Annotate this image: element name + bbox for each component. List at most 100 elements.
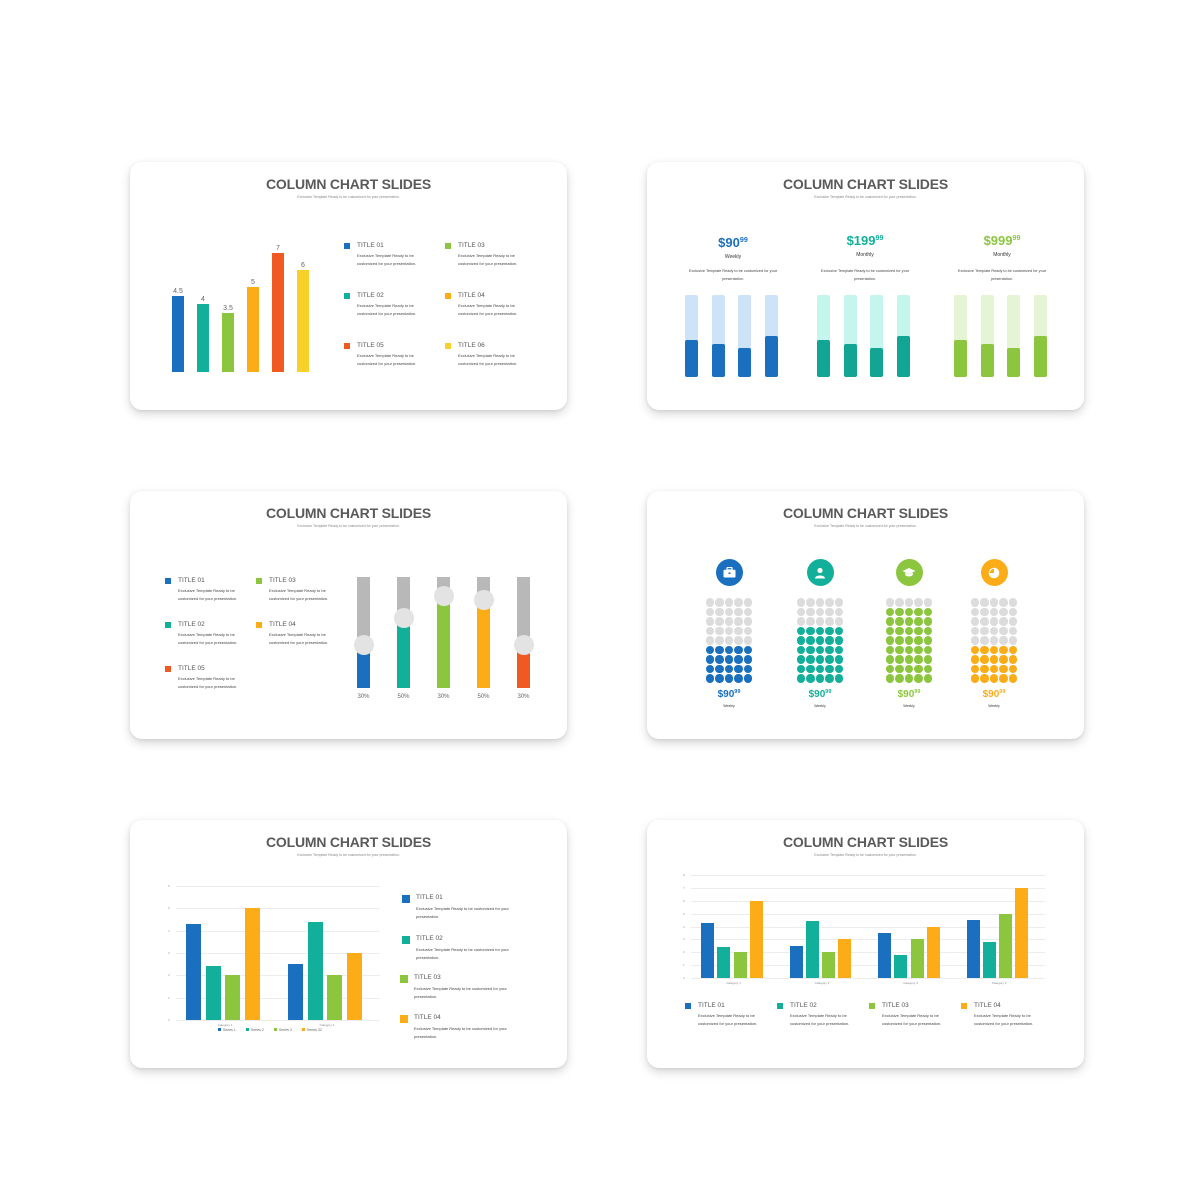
legend-item: TITLE 01 Exclusive Template Ready to be c… xyxy=(402,894,516,924)
plan-description: Exclusive Template Ready to be customize… xyxy=(688,269,778,281)
slider-knob[interactable] xyxy=(393,608,414,629)
legend-description: Exclusive Template Ready to be customize… xyxy=(269,588,329,601)
slide-title: COLUMN CHART SLIDES xyxy=(783,505,948,521)
column-fill xyxy=(685,340,698,377)
legend-item: TITLE 02 Exclusive Template Ready to be c… xyxy=(165,621,239,651)
chart-bar xyxy=(244,908,260,1020)
dot-empty xyxy=(980,636,989,645)
plan-price: $99999 xyxy=(952,233,1052,248)
price-amount: $999 xyxy=(983,233,1013,248)
dot-filled xyxy=(815,626,824,635)
dot-filled xyxy=(980,645,989,654)
y-tick-label: 3 xyxy=(683,937,685,942)
dot-filled xyxy=(923,626,932,635)
legend-description: Exclusive Template Ready to be customize… xyxy=(790,1013,850,1026)
column-track xyxy=(711,295,725,377)
dot-filled xyxy=(970,655,979,664)
dot-filled xyxy=(914,626,923,635)
period-label: Weekly xyxy=(988,704,1000,708)
chart-bar xyxy=(749,900,763,978)
legend-title: TITLE 06 xyxy=(458,342,485,349)
dot-empty xyxy=(980,626,989,635)
dot-empty xyxy=(989,598,998,607)
chart-bar xyxy=(966,920,980,978)
legend: TITLE 01 Exclusive Template Ready to be c… xyxy=(685,1002,1065,1042)
dot-filled xyxy=(1008,655,1017,664)
legend-item: TITLE 01 Exclusive Template Ready to be c… xyxy=(165,577,239,607)
dot-empty xyxy=(796,617,805,626)
slider-knob[interactable] xyxy=(353,634,374,655)
dot-column xyxy=(885,598,934,684)
price-cents: 99 xyxy=(1012,233,1021,242)
slider-knob[interactable] xyxy=(513,634,534,655)
dot-filled xyxy=(705,645,714,654)
dot-empty xyxy=(895,598,904,607)
dot-filled xyxy=(743,645,752,654)
dot-filled xyxy=(885,645,894,654)
dot-filled xyxy=(834,636,843,645)
legend-description: Exclusive Template Ready to be customize… xyxy=(357,253,417,266)
chart-bar xyxy=(327,975,342,1020)
dot-empty xyxy=(815,617,824,626)
dot-filled xyxy=(923,655,932,664)
dot-empty xyxy=(815,598,824,607)
dot-empty xyxy=(724,626,733,635)
legend-item: TITLE 02 Exclusive Template Ready to be c… xyxy=(402,935,516,965)
legend-item: TITLE 06 Exclusive Template Ready to be c… xyxy=(445,342,529,372)
dot-filled xyxy=(989,645,998,654)
price-amount: $90 xyxy=(717,689,735,700)
dot-filled xyxy=(834,626,843,635)
dot-empty xyxy=(834,598,843,607)
period-label: Weekly xyxy=(814,704,826,708)
dot-empty xyxy=(705,626,714,635)
price-label: $9099 xyxy=(699,689,759,700)
dot-empty xyxy=(705,636,714,645)
gridline xyxy=(176,997,380,999)
legend-item: TITLE 02 Exclusive Template Ready to be c… xyxy=(777,1002,853,1032)
dot-empty xyxy=(734,607,743,616)
chart-bar xyxy=(186,923,201,1020)
dot-filled xyxy=(806,664,815,673)
legend-item: TITLE 03 Exclusive Template Ready to be c… xyxy=(400,974,514,1004)
legend-title: TITLE 01 xyxy=(698,1002,725,1009)
dot-filled xyxy=(914,664,923,673)
legend-description: Exclusive Template Ready to be customize… xyxy=(357,303,417,316)
dot-filled xyxy=(834,655,843,664)
dot-filled xyxy=(885,607,894,616)
category-label: Category 2 xyxy=(814,981,830,985)
slide-4-dot-columns[interactable]: COLUMN CHART SLIDES Exclusive Template R… xyxy=(647,491,1084,739)
dot-empty xyxy=(724,607,733,616)
dot-filled xyxy=(834,645,843,654)
dot-filled xyxy=(999,674,1008,683)
dot-empty xyxy=(825,607,834,616)
legend-swatch xyxy=(777,1003,783,1009)
legend-title: TITLE 01 xyxy=(416,894,443,901)
dot-empty xyxy=(923,598,932,607)
y-tick-label: 6 xyxy=(168,884,170,888)
slide-5-clustered-columns[interactable]: COLUMN CHART SLIDES Exclusive Template R… xyxy=(130,820,567,1068)
slide-6-clustered-columns[interactable]: COLUMN CHART SLIDES Exclusive Template R… xyxy=(647,820,1084,1068)
legend-title: TITLE 04 xyxy=(269,621,296,628)
dot-empty xyxy=(914,598,923,607)
column-fill xyxy=(843,344,857,377)
slide-2-pricing-columns[interactable]: COLUMN CHART SLIDES Exclusive Template R… xyxy=(647,162,1084,410)
dot-empty xyxy=(1008,598,1017,607)
dot-filled xyxy=(885,626,894,635)
dot-filled xyxy=(815,645,824,654)
slider-knob[interactable] xyxy=(433,585,454,606)
price-cents: 99 xyxy=(825,688,832,695)
series-swatch xyxy=(246,1028,249,1031)
dot-empty xyxy=(734,598,743,607)
slider-knob[interactable] xyxy=(473,590,494,611)
chart-bar xyxy=(894,954,908,978)
y-tick-label: 0 xyxy=(683,976,685,980)
slide-title: COLUMN CHART SLIDES xyxy=(783,176,948,192)
y-tick-label: 2 xyxy=(168,973,170,978)
dot-filled xyxy=(904,664,913,673)
slide-1-column-chart[interactable]: COLUMN CHART SLIDES Exclusive Template R… xyxy=(130,162,567,410)
dot-empty xyxy=(999,598,1008,607)
column-track xyxy=(896,295,910,377)
dot-filled xyxy=(895,655,904,664)
dot-filled xyxy=(989,674,998,683)
slide-3-slider-columns[interactable]: COLUMN CHART SLIDES Exclusive Template R… xyxy=(130,491,567,739)
